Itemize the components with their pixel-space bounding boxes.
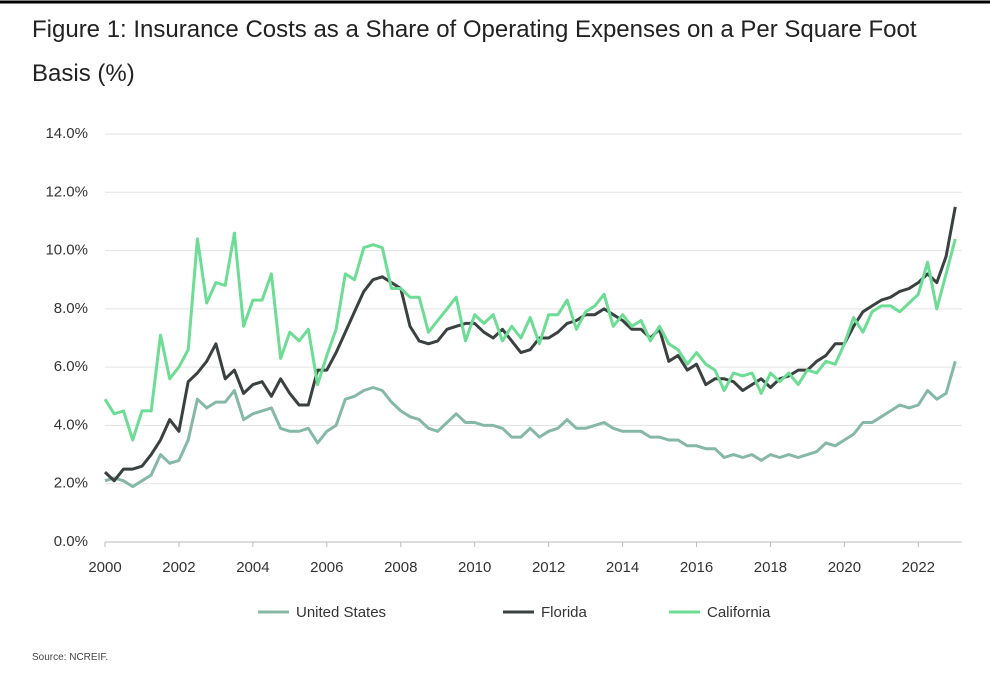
x-tick-label: 2006 [310,559,343,576]
legend-label: Florida [541,604,588,621]
y-tick-label: 8.0% [54,300,88,317]
source-note: Source: NCREIF. [32,652,109,663]
series-line [104,360,957,489]
series-line [103,206,957,483]
legend-label: United States [296,604,386,621]
y-tick-label: 10.0% [45,242,88,259]
y-tick-label: 4.0% [54,416,88,433]
legend-label: California [707,604,771,621]
x-tick-label: 2004 [236,559,269,576]
x-tick-label: 2010 [458,559,491,576]
x-tick-label: 2002 [162,559,195,576]
x-tick-label: 2020 [828,559,861,576]
x-tick-label: 2022 [902,559,935,576]
y-tick-label: 12.0% [45,183,88,200]
x-tick-label: 2008 [384,559,417,576]
x-tick-label: 2000 [88,559,121,576]
x-tick-label: 2014 [606,559,639,576]
x-tick-label: 2016 [680,559,713,576]
x-tick-label: 2012 [532,559,565,576]
chart-title: Figure 1: Insurance Costs as a Share of … [32,16,917,87]
y-tick-label: 2.0% [54,475,88,492]
y-tick-label: 6.0% [54,358,88,375]
y-tick-label: 14.0% [45,125,88,142]
y-tick-label: 0.0% [54,533,88,550]
x-tick-label: 2018 [754,559,787,576]
series-line [103,231,957,442]
